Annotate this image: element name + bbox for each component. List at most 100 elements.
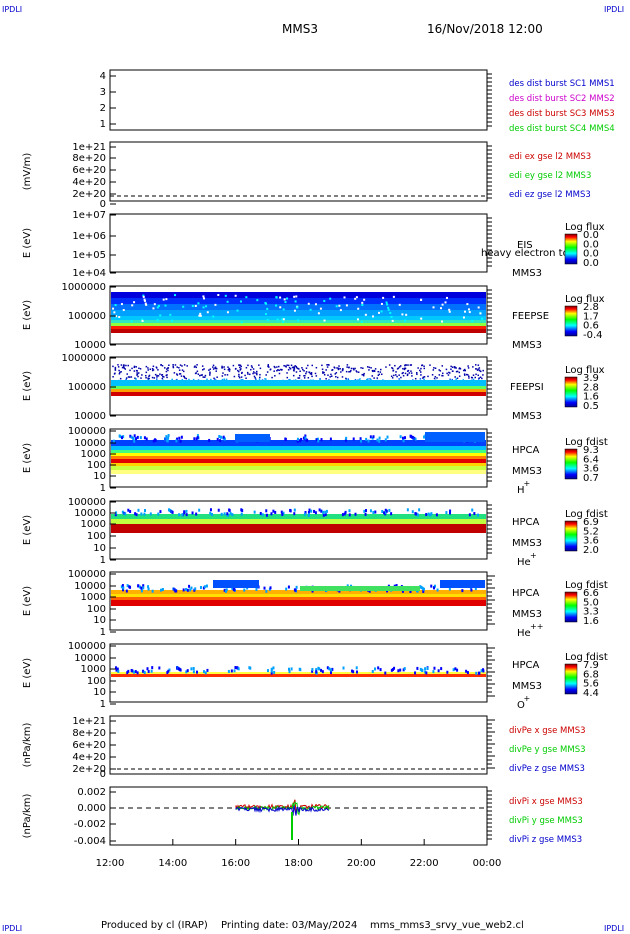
y-axis-label: (nPa/km) (22, 723, 33, 768)
hpca-count (293, 512, 296, 516)
feepsi-count (456, 370, 459, 373)
feepsi-count (388, 364, 391, 366)
feepsi-count (378, 373, 381, 376)
feepsi-count (274, 375, 276, 377)
hpca-count (414, 437, 417, 441)
logo-right: IPDLI (604, 5, 625, 14)
feepsi-count (441, 374, 443, 377)
feepsi-count (274, 366, 276, 369)
y-tick-label: 100 (87, 676, 106, 687)
hpca-count (231, 587, 234, 591)
feepsi-count (289, 378, 291, 381)
feepsi-count (201, 374, 203, 376)
hpca-count (274, 510, 277, 514)
feepsi-count (145, 371, 148, 374)
feepsi-count (410, 372, 413, 374)
footer-script: mms_mms3_srvy_vue_web2.cl (370, 920, 524, 931)
hpca-count (116, 667, 119, 671)
feepse-speckle (335, 305, 338, 308)
feepse-speckle (171, 319, 174, 322)
hpca-count (122, 435, 125, 439)
hpca-count (168, 668, 171, 672)
feepse-speckle (282, 308, 285, 311)
feepse-speckle (276, 318, 279, 321)
hpca-count (318, 667, 321, 671)
hpca-count (406, 508, 409, 512)
hpca-count (209, 508, 212, 512)
hpca-count (134, 670, 137, 674)
colorbar-tick: 1.6 (583, 616, 599, 627)
feepse-speckle (380, 302, 383, 305)
hpca-count (199, 585, 202, 589)
feepse-speckle (471, 319, 474, 322)
feepsi-count (327, 364, 330, 366)
hpca-count (426, 666, 429, 670)
feepsi-count (414, 377, 417, 380)
feepse-speckle (141, 319, 144, 322)
feepsi-count (225, 378, 228, 381)
hpca-count (126, 584, 129, 588)
feepsi-count (373, 377, 375, 379)
hpca-count (178, 436, 181, 440)
feepsi-count (140, 377, 142, 379)
feepse-speckle (286, 297, 289, 300)
species-charge: + (524, 479, 531, 488)
feepsi-count (453, 366, 456, 369)
feepsi-count (380, 368, 382, 371)
colorbar-tick: -0.4 (583, 330, 603, 341)
feepsi-count (215, 370, 217, 372)
colorbar-tick: 3.3 (583, 607, 599, 618)
hpca-count (220, 435, 223, 439)
feepsi-count (406, 374, 409, 377)
hpca-count (263, 586, 266, 590)
hpca-count (344, 510, 347, 514)
feepsi-count (374, 368, 377, 370)
hpca-count (132, 437, 135, 441)
hpca-count (186, 588, 189, 592)
feepsi-count (221, 365, 223, 368)
feepse-band (111, 316, 486, 320)
hpca-count (311, 669, 314, 673)
hpca-count (403, 667, 406, 671)
feepsi-count (255, 370, 258, 373)
hpca-count (384, 508, 387, 512)
hpca-enhancement (425, 432, 485, 442)
hpca-count (203, 585, 206, 589)
feepsi-count (350, 369, 352, 372)
feepse-speckle (164, 304, 167, 307)
feepsi-count (287, 369, 290, 371)
feepsi-count (395, 371, 397, 373)
feepsi-count (112, 376, 114, 378)
hpca-band (111, 446, 486, 450)
feepsi-count (120, 364, 123, 366)
panel-frame (109, 356, 488, 416)
hpca-count (422, 587, 425, 591)
feepsi-count (481, 377, 483, 380)
hpca-count (195, 437, 198, 441)
colorbar (564, 233, 578, 265)
feepsi-count (450, 368, 452, 370)
feepsi-count (254, 377, 256, 379)
hpca-count (315, 438, 318, 442)
feepsi-count (322, 371, 324, 373)
feepsi-count (423, 365, 425, 367)
hpca-count (322, 513, 325, 517)
feepsi-count (137, 372, 140, 374)
y-tick-label: 100000 (68, 497, 106, 508)
y-tick-label: 1 (100, 627, 106, 638)
feepsi-count (245, 366, 248, 369)
panel-frame (109, 69, 488, 131)
feepsi-count (326, 364, 328, 366)
hpca-count (171, 510, 174, 514)
feepsi-count (299, 370, 301, 373)
legend-entry: divPe y gse MMS3 (509, 745, 586, 755)
feepsi-count (136, 370, 138, 372)
feepsi-count (149, 368, 152, 370)
hpca-count (315, 670, 318, 674)
feepsi-count (164, 367, 166, 369)
y-tick-label: 0.002 (77, 787, 106, 798)
feepsi-count (255, 378, 257, 380)
feepsi-count (410, 364, 413, 366)
